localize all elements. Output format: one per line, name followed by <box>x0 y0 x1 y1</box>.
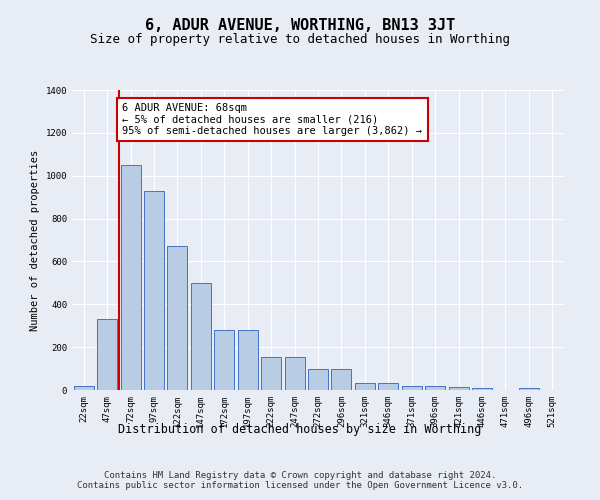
Bar <box>308 368 328 390</box>
Bar <box>144 190 164 390</box>
Text: 6, ADUR AVENUE, WORTHING, BN13 3JT: 6, ADUR AVENUE, WORTHING, BN13 3JT <box>145 18 455 32</box>
Y-axis label: Number of detached properties: Number of detached properties <box>30 150 40 330</box>
Text: Size of property relative to detached houses in Worthing: Size of property relative to detached ho… <box>90 32 510 46</box>
Text: Contains HM Land Registry data © Crown copyright and database right 2024.
Contai: Contains HM Land Registry data © Crown c… <box>77 470 523 490</box>
Text: Distribution of detached houses by size in Worthing: Distribution of detached houses by size … <box>118 422 482 436</box>
Bar <box>191 283 211 390</box>
Bar <box>214 330 234 390</box>
Bar <box>331 368 352 390</box>
Bar <box>379 382 398 390</box>
Bar <box>261 357 281 390</box>
Bar <box>74 386 94 390</box>
Bar <box>449 387 469 390</box>
Bar <box>97 320 117 390</box>
Bar <box>519 388 539 390</box>
Bar <box>425 386 445 390</box>
Bar <box>284 357 305 390</box>
Bar <box>472 388 492 390</box>
Bar <box>402 386 422 390</box>
Bar <box>121 165 140 390</box>
Bar <box>238 330 257 390</box>
Bar <box>167 246 187 390</box>
Text: 6 ADUR AVENUE: 68sqm
← 5% of detached houses are smaller (216)
95% of semi-detac: 6 ADUR AVENUE: 68sqm ← 5% of detached ho… <box>122 103 422 136</box>
Bar <box>355 382 375 390</box>
